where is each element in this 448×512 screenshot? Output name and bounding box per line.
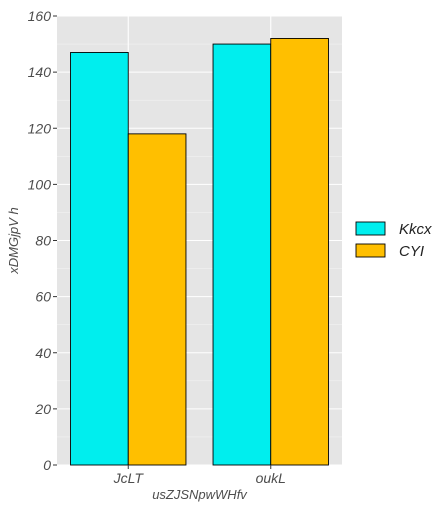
y-axis-title: xDMGjpV h [6, 207, 21, 274]
legend: Kkcx CYI [355, 221, 432, 260]
y-tick-label: 160 [28, 8, 52, 24]
bar-Kkcx-oukL [212, 43, 272, 466]
y-tick-label: 100 [28, 176, 52, 192]
bar-CYI-oukL [270, 38, 329, 466]
x-axis-title: usZJSNpwWHfv [152, 487, 248, 502]
y-axis-ticks: 0 20 40 60 80 100 120 140 160 [28, 8, 57, 473]
x-axis-ticks: JcLT oukL [113, 465, 286, 486]
y-tick-label: 40 [35, 345, 51, 361]
legend-label-Kkcx: Kkcx [399, 221, 432, 238]
legend-label-CYI: CYI [399, 243, 424, 260]
legend-swatch-CYI [355, 243, 386, 258]
y-tick-label: 80 [35, 233, 51, 249]
y-tick-label: 0 [43, 457, 51, 473]
y-tick-label: 140 [28, 64, 52, 80]
legend-swatch-Kkcx [355, 221, 386, 236]
x-tick-label: oukL [256, 470, 286, 486]
y-tick-label: 20 [34, 401, 51, 417]
bar-CYI-JcLT [127, 133, 187, 466]
bars [70, 38, 329, 466]
bar-Kkcx-JcLT [70, 52, 129, 466]
x-tick-label: JcLT [113, 470, 145, 486]
y-tick-label: 60 [35, 289, 51, 305]
y-tick-label: 120 [28, 120, 52, 136]
